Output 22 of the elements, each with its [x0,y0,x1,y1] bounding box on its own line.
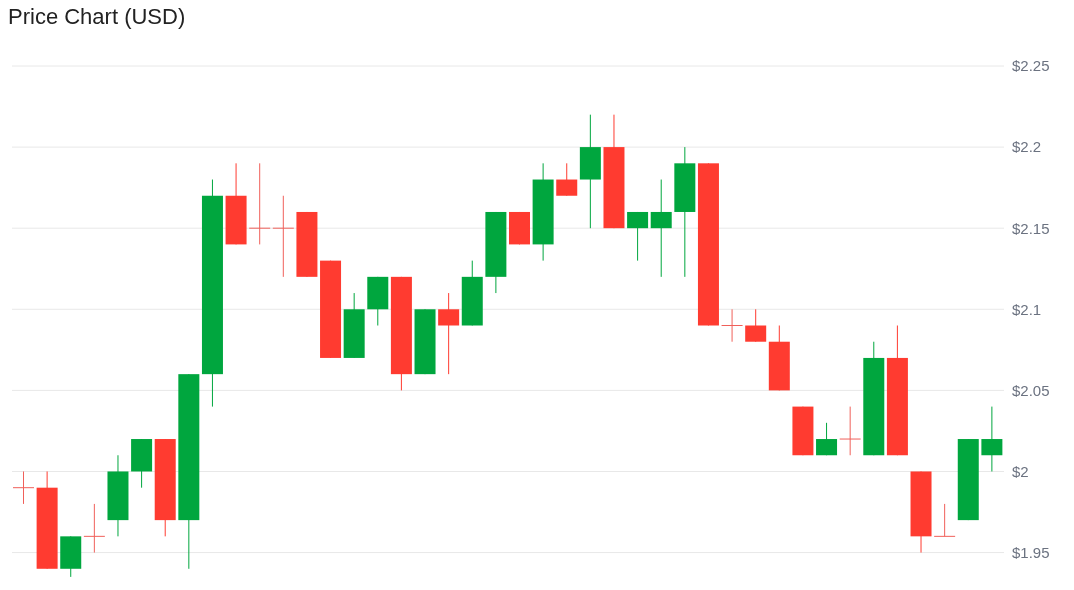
candlestick [13,470,34,505]
candlestick [721,308,743,343]
y-tick-label: $2.15 [1012,219,1050,237]
y-tick-label: $1.95 [1012,543,1050,561]
candlestick [745,308,767,343]
candlestick [934,503,956,537]
candlestick [816,422,838,456]
candlestick [438,292,460,375]
y-tick-label: $2.2 [1012,138,1042,156]
candlestick [981,406,1003,472]
candlestick [627,211,649,262]
candlestick [556,162,578,197]
y-tick-label: $2.1 [1012,300,1042,318]
chart-title: Price Chart (USD) [8,4,187,31]
candlestick [272,195,294,278]
y-tick-label: $2.05 [1012,381,1050,399]
candlestick [83,503,105,554]
candlestick [839,406,861,456]
candlestick [650,179,672,278]
y-tick-label: $2.25 [1012,57,1050,75]
candlestick [249,162,271,245]
y-tick-label: $2 [1012,462,1029,480]
